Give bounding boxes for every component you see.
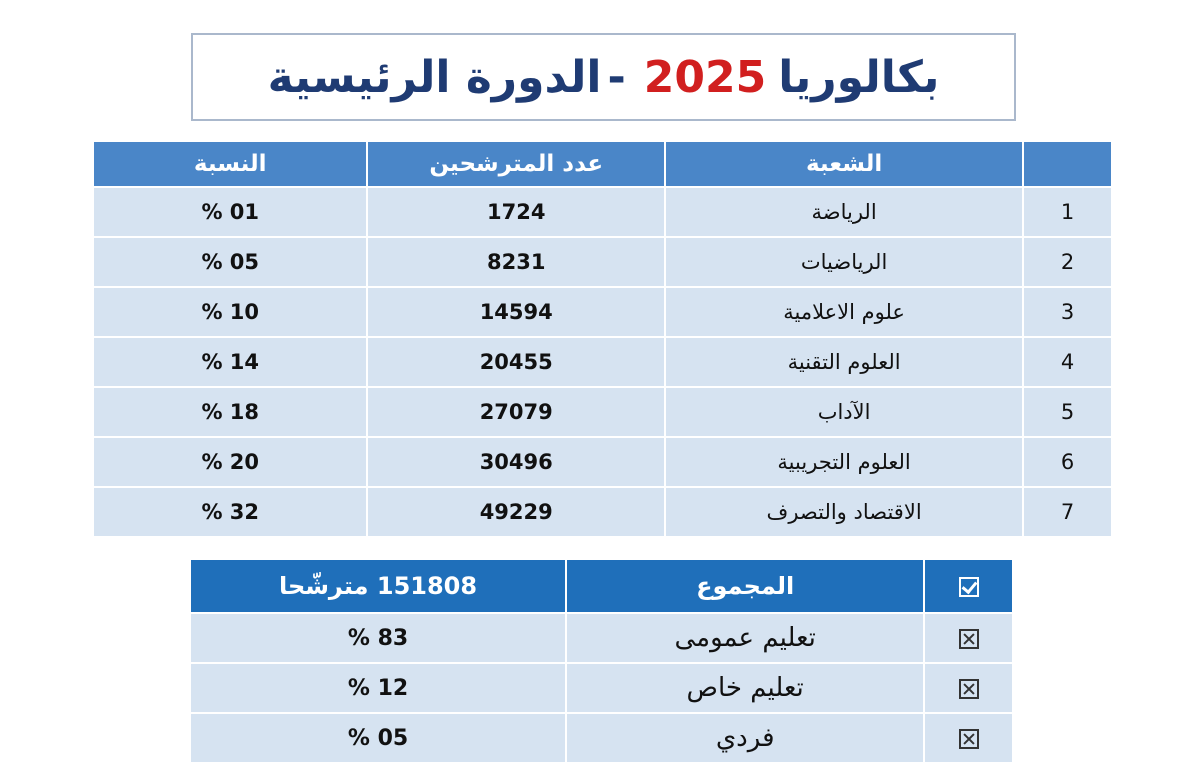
row-ratio: 10 % <box>91 286 369 338</box>
title-dash: - <box>607 51 626 103</box>
title-suffix: الدورة الرئيسية <box>267 51 602 103</box>
summary-header-total: 151808 مترشّحا <box>188 558 568 614</box>
row-ratio: 32 % <box>91 486 369 538</box>
summary-row-icon-cell <box>923 712 1014 764</box>
row-index: 6 <box>1022 436 1113 488</box>
checkbox-x-icon <box>958 728 979 749</box>
summary-row: تعليم خاص 12 % <box>188 662 1014 714</box>
row-candidates: 27079 <box>366 386 666 438</box>
table-row: 4 العلوم التقنية 20455 14 % <box>91 336 1113 388</box>
table-row: 5 الآداب 27079 18 % <box>91 386 1113 438</box>
row-candidates: 49229 <box>366 486 666 538</box>
row-branch: العلوم التقنية <box>663 336 1025 388</box>
summary-row: تعليم عمومى 83 % <box>188 612 1014 664</box>
summary-row-ratio: 05 % <box>188 712 568 764</box>
title-prefix: بكالوريا <box>778 51 940 103</box>
summary-row-ratio: 12 % <box>188 662 568 714</box>
row-branch: الاقتصاد والتصرف <box>663 486 1025 538</box>
row-index: 4 <box>1022 336 1113 388</box>
summary-row: فردي 05 % <box>188 712 1014 764</box>
header-index <box>1022 140 1113 188</box>
row-ratio: 01 % <box>91 186 369 238</box>
row-index: 3 <box>1022 286 1113 338</box>
row-candidates: 20455 <box>366 336 666 388</box>
summary-row-label: تعليم عمومى <box>565 612 926 664</box>
checkbox-x-icon <box>958 628 979 649</box>
summary-row-icon-cell <box>923 662 1014 714</box>
header-candidates: عدد المترشحين <box>366 140 666 188</box>
table-row: 3 علوم الاعلامية 14594 10 % <box>91 286 1113 338</box>
checkbox-x-icon <box>958 678 979 699</box>
row-ratio: 05 % <box>91 236 369 288</box>
row-index: 5 <box>1022 386 1113 438</box>
table-row: 1 الرياضة 1724 01 % <box>91 186 1113 238</box>
summary-header-row: المجموع 151808 مترشّحا <box>188 558 1014 614</box>
row-index: 7 <box>1022 486 1113 538</box>
title-year: 2025 <box>643 51 767 103</box>
summary-row-label: تعليم خاص <box>565 662 926 714</box>
row-index: 2 <box>1022 236 1113 288</box>
summary-row-label: فردي <box>565 712 926 764</box>
row-branch: الآداب <box>663 386 1025 438</box>
row-ratio: 20 % <box>91 436 369 488</box>
summary-header-label: المجموع <box>565 558 926 614</box>
row-ratio: 18 % <box>91 386 369 438</box>
row-ratio: 14 % <box>91 336 369 388</box>
row-branch: علوم الاعلامية <box>663 286 1025 338</box>
table-row: 6 العلوم التجريبية 30496 20 % <box>91 436 1113 488</box>
row-index: 1 <box>1022 186 1113 238</box>
summary-header-icon-cell <box>923 558 1014 614</box>
branches-table: الشعبة عدد المترشحين النسبة 1 الرياضة 17… <box>91 140 1113 538</box>
table-row: 2 الرياضيات 8231 05 % <box>91 236 1113 288</box>
row-candidates: 8231 <box>366 236 666 288</box>
row-branch: العلوم التجريبية <box>663 436 1025 488</box>
summary-row-icon-cell <box>923 612 1014 664</box>
row-candidates: 14594 <box>366 286 666 338</box>
row-branch: الرياضيات <box>663 236 1025 288</box>
summary-row-ratio: 83 % <box>188 612 568 664</box>
table-row: 7 الاقتصاد والتصرف 49229 32 % <box>91 486 1113 538</box>
row-branch: الرياضة <box>663 186 1025 238</box>
checkbox-checked-icon <box>958 577 979 597</box>
header-ratio: النسبة <box>91 140 369 188</box>
header-branch: الشعبة <box>663 140 1025 188</box>
branches-header-row: الشعبة عدد المترشحين النسبة <box>91 140 1113 188</box>
summary-table: المجموع 151808 مترشّحا تعليم عمومى 83 % … <box>188 558 1014 764</box>
row-candidates: 1724 <box>366 186 666 238</box>
row-candidates: 30496 <box>366 436 666 488</box>
page-title: بكالوريا 2025 - الدورة الرئيسية <box>191 33 1016 121</box>
